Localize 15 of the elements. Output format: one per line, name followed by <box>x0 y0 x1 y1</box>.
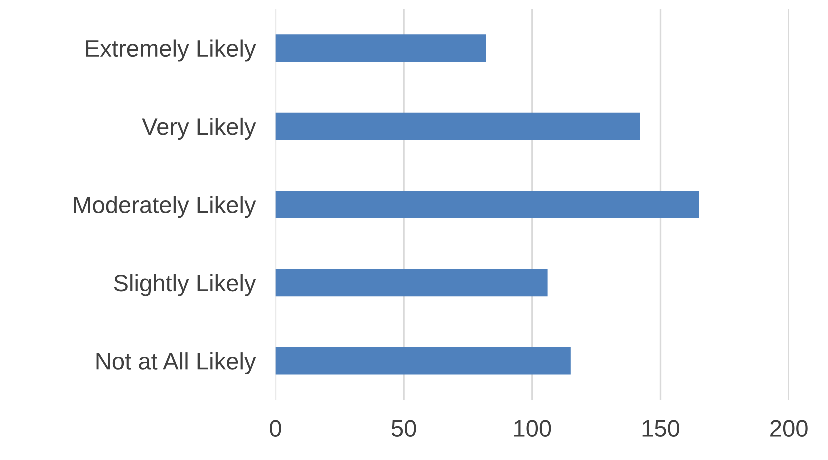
y-tick-label: Very Likely <box>142 118 256 140</box>
x-tick-label: 0 <box>270 420 282 437</box>
y-tick-label: Not at All Likely <box>96 352 256 375</box>
bar <box>276 347 571 375</box>
y-tick-label: Moderately Likely <box>74 196 256 218</box>
bar <box>276 269 548 297</box>
y-tick-label: Extremely Likely <box>86 40 256 62</box>
x-tick-label: 150 <box>642 420 680 437</box>
x-tick-label: 200 <box>770 420 808 437</box>
bar <box>276 112 640 140</box>
y-tick-label: Slightly Likely <box>114 274 256 296</box>
x-tick-label: 100 <box>514 420 552 437</box>
bar <box>276 34 486 62</box>
x-tick-label: 50 <box>392 420 416 437</box>
bar <box>276 191 700 218</box>
